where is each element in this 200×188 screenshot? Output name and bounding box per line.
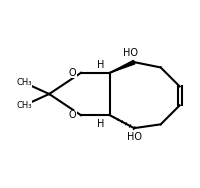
- Text: H: H: [97, 119, 104, 129]
- Text: CH₃: CH₃: [16, 101, 32, 110]
- Text: H: H: [97, 60, 104, 70]
- Text: HO: HO: [127, 132, 142, 142]
- Text: HO: HO: [123, 48, 138, 58]
- Text: O: O: [69, 68, 76, 78]
- Polygon shape: [110, 60, 135, 73]
- Text: CH₃: CH₃: [16, 78, 32, 87]
- Text: O: O: [69, 110, 76, 120]
